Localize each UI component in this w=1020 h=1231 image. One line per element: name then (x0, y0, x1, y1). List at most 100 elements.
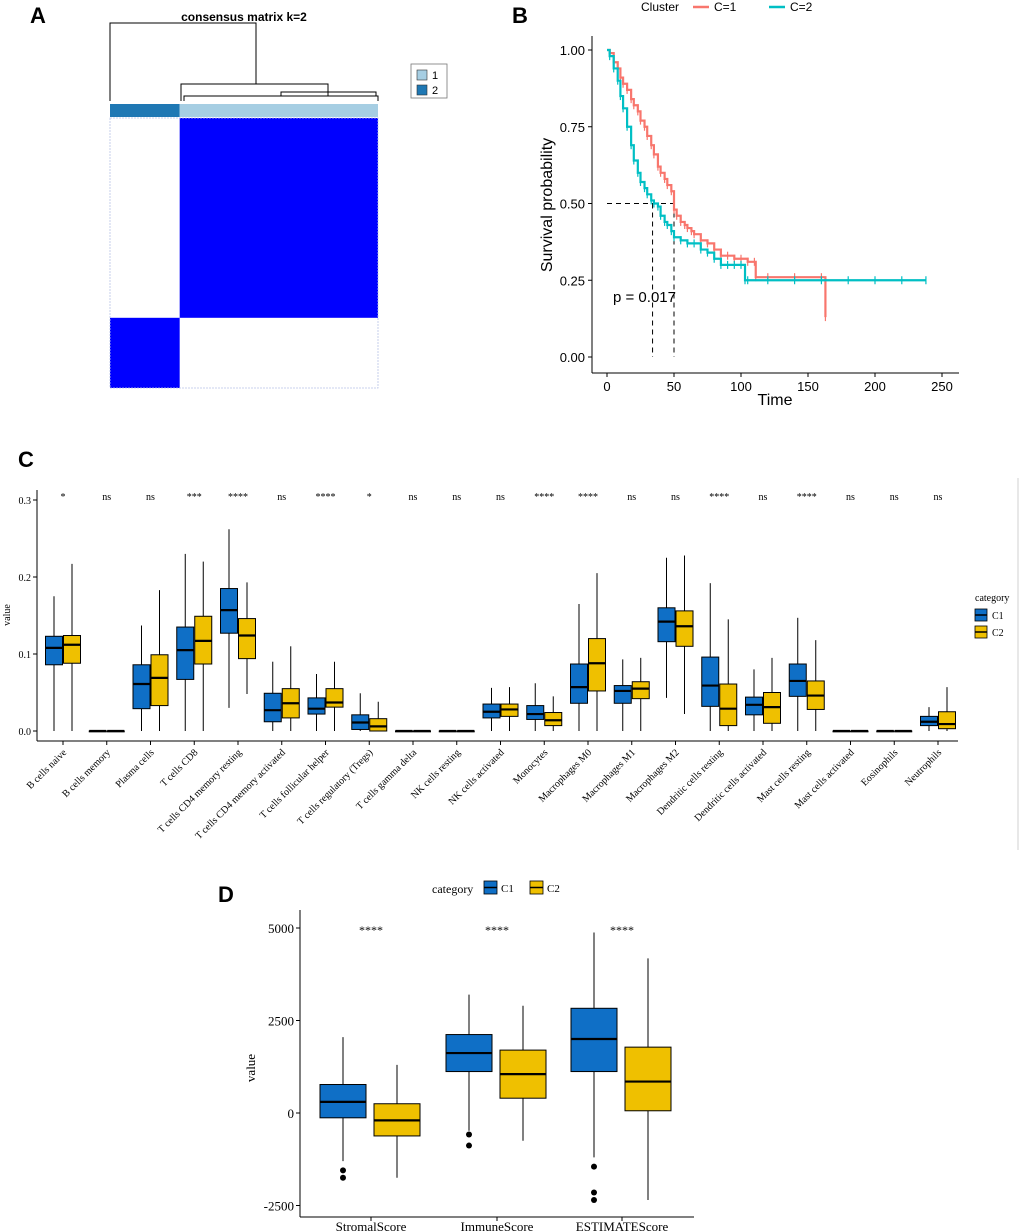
significance-label: ns (146, 492, 155, 503)
box-C1 (351, 693, 370, 731)
outlier-point (591, 1196, 597, 1203)
y-tick-label: 2500 (268, 1014, 294, 1029)
box-C2 (106, 729, 125, 733)
category-label: Dendritic cells activated (693, 747, 770, 824)
box-iqr (238, 618, 256, 660)
category-label: T cells CD8 (159, 747, 201, 789)
box-iqr (570, 663, 588, 704)
category-label: Neutrophils (903, 747, 944, 788)
y-axis-label: value (2, 604, 13, 626)
box-iqr (63, 635, 81, 664)
box-iqr (307, 697, 326, 715)
box-C1 (876, 729, 895, 733)
box-iqr (45, 635, 63, 666)
x-tick-label: 100 (730, 379, 752, 394)
category-label: B cells naive (25, 747, 70, 792)
legend-title: Cluster (641, 0, 679, 14)
y-tick-label: 5000 (268, 921, 294, 936)
x-tick-label: 50 (667, 379, 681, 394)
box-iqr (624, 1046, 672, 1112)
panel-label-d: D (218, 882, 234, 907)
box-C2 (500, 687, 519, 731)
significance-label: **** (578, 492, 598, 503)
box-iqr (613, 685, 632, 704)
box-iqr (369, 718, 388, 732)
y-tick-label: -2500 (264, 1199, 294, 1214)
significance-label: * (367, 492, 372, 503)
box-C2 (719, 619, 738, 731)
box-C2 (456, 729, 475, 733)
box-C2 (763, 657, 781, 731)
box-C2 (544, 696, 563, 731)
significance-label: **** (797, 492, 817, 503)
significance-label: ns (496, 492, 505, 503)
box-iqr (657, 607, 676, 643)
legend-swatch-1 (416, 69, 428, 81)
significance-label: **** (709, 492, 729, 503)
box-C1 (613, 659, 632, 731)
category-label: ImmuneScore (461, 1219, 534, 1231)
y-tick-label: 0.1 (19, 650, 32, 661)
box-iqr (745, 696, 763, 716)
box-C2 (894, 729, 913, 733)
box-iqr (176, 626, 195, 680)
box-C2 (588, 573, 606, 731)
significance-label: ns (934, 492, 943, 503)
significance-label: ns (846, 492, 855, 503)
dendrogram-branch-2 (183, 95, 379, 101)
box-C2 (150, 590, 169, 731)
y-tick-label: 0.50 (560, 197, 585, 212)
box-C1 (220, 529, 238, 708)
dendrogram-branch-3 (280, 91, 377, 96)
survival-curve-C=2 (607, 48, 926, 282)
y-tick-label: 0.2 (19, 573, 32, 584)
dendrogram-branch-1 (180, 83, 329, 101)
x-axis-label: Time (758, 392, 793, 409)
significance-label: * (61, 492, 66, 503)
panel-label-a: A (30, 3, 46, 28)
box-iqr (132, 664, 151, 710)
legend-label-C2: C2 (547, 883, 560, 895)
y-tick-label: 0.25 (560, 273, 585, 288)
box-C1 (395, 729, 413, 733)
outlier-point (466, 1142, 472, 1149)
outlier-point (340, 1167, 346, 1174)
p-value-annotation: p = 0.017 (613, 289, 676, 306)
significance-label: **** (359, 923, 383, 937)
legend-label-1: 1 (432, 70, 438, 82)
outlier-point (591, 1189, 597, 1196)
cluster-bar-1 (179, 104, 378, 117)
x-tick-label: 150 (797, 379, 819, 394)
legend-label-C=1: C=1 (714, 0, 737, 14)
category-label: Plasma cells (114, 747, 157, 790)
legend-label-C2: C2 (992, 628, 1004, 639)
box-C2 (413, 729, 431, 733)
significance-label: **** (534, 492, 554, 503)
outlier-point (340, 1174, 346, 1181)
box-C2 (631, 657, 650, 731)
box-C1 (526, 683, 545, 731)
significance-label: ns (452, 492, 461, 503)
box-C2 (806, 640, 825, 731)
box-C2 (624, 958, 672, 1200)
panel-label-b: B (512, 3, 528, 28)
outlier-point (466, 1131, 472, 1138)
consensus-matrix-heatmap: consensus matrix k=2 1 2 (109, 10, 448, 389)
box-C1 (745, 669, 763, 731)
dendrogram-branch-root (109, 22, 257, 101)
legend-title: category (975, 593, 1009, 604)
category-label: T cells CD4 memory resting (156, 747, 244, 835)
heatmap-block-cluster1 (179, 118, 378, 318)
box-C1 (570, 603, 588, 731)
box-C2 (675, 555, 694, 715)
outlier-point (591, 1163, 597, 1170)
box-C2 (373, 1064, 421, 1178)
category-label: Eosinophils (859, 747, 900, 788)
box-C1 (307, 674, 326, 731)
box-C1 (176, 553, 195, 731)
box-C1 (657, 557, 676, 698)
box-iqr (588, 638, 606, 692)
box-iqr (526, 705, 545, 720)
legend-label-C1: C1 (992, 611, 1004, 622)
